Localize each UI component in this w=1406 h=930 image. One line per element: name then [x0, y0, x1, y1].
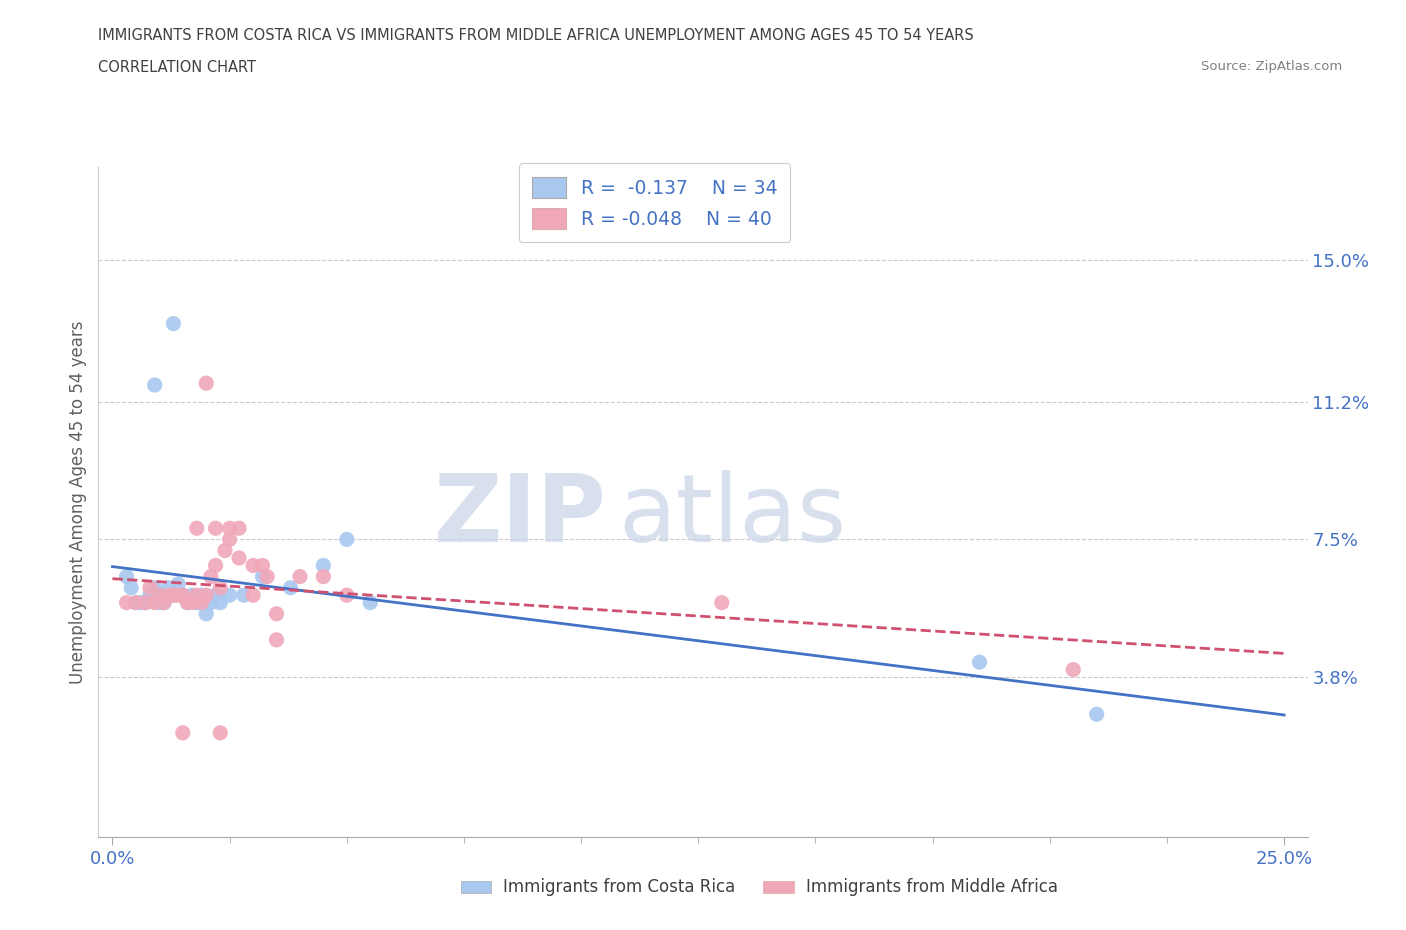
Point: [190, 595, 212, 610]
Y-axis label: Unemployment Among Ages 45 to 54 years: Unemployment Among Ages 45 to 54 years: [69, 321, 87, 684]
Point: [1085, 707, 1108, 722]
Point: [195, 588, 218, 603]
Point: [312, 558, 335, 573]
Text: IMMIGRANTS FROM COSTA RICA VS IMMIGRANTS FROM MIDDLE AFRICA UNEMPLOYMENT AMONG A: IMMIGRANTS FROM COSTA RICA VS IMMIGRANTS…: [98, 28, 974, 43]
Point: [242, 558, 264, 573]
Point: [139, 580, 162, 595]
Point: [312, 569, 335, 584]
Point: [242, 588, 264, 603]
Point: [157, 580, 180, 595]
Point: [336, 532, 359, 547]
Point: [252, 569, 274, 584]
Point: [153, 595, 176, 610]
Point: [209, 580, 232, 595]
Point: [204, 521, 226, 536]
Point: [200, 569, 222, 584]
Point: [148, 595, 170, 610]
Point: [214, 543, 236, 558]
Point: [125, 595, 148, 610]
Point: [252, 558, 274, 573]
Point: [195, 376, 218, 391]
Point: [143, 580, 166, 595]
Point: [167, 577, 190, 591]
Point: [209, 595, 232, 610]
Point: [172, 588, 194, 603]
Point: [181, 595, 204, 610]
Point: [186, 521, 208, 536]
Point: [181, 588, 204, 603]
Point: [162, 316, 184, 331]
Point: [148, 588, 170, 603]
Point: [228, 551, 250, 565]
Point: [134, 595, 156, 610]
Point: [200, 595, 222, 610]
Point: [176, 595, 198, 610]
Point: [167, 588, 190, 603]
FancyBboxPatch shape: [763, 882, 794, 893]
Point: [157, 588, 180, 603]
Point: [969, 655, 991, 670]
Point: [195, 606, 218, 621]
Point: [190, 588, 212, 603]
Point: [125, 595, 148, 610]
Point: [710, 595, 733, 610]
Point: [266, 606, 288, 621]
Point: [266, 632, 288, 647]
Point: [143, 595, 166, 610]
Text: Immigrants from Costa Rica: Immigrants from Costa Rica: [503, 878, 735, 897]
Point: [115, 569, 138, 584]
Point: [218, 532, 240, 547]
Text: Source: ZipAtlas.com: Source: ZipAtlas.com: [1202, 60, 1343, 73]
Point: [115, 595, 138, 610]
Point: [288, 569, 311, 584]
Point: [148, 588, 170, 603]
Point: [120, 580, 142, 595]
Point: [172, 588, 194, 603]
Point: [228, 521, 250, 536]
Point: [280, 580, 302, 595]
Point: [218, 521, 240, 536]
Text: atlas: atlas: [619, 470, 846, 562]
Point: [129, 595, 152, 610]
Point: [134, 595, 156, 610]
Point: [204, 558, 226, 573]
Point: [162, 588, 184, 603]
Legend: R =  -0.137    N = 34, R = -0.048    N = 40: R = -0.137 N = 34, R = -0.048 N = 40: [519, 164, 790, 243]
Point: [186, 595, 208, 610]
Point: [336, 588, 359, 603]
Point: [176, 595, 198, 610]
Text: Immigrants from Middle Africa: Immigrants from Middle Africa: [806, 878, 1057, 897]
Point: [143, 378, 166, 392]
Point: [359, 595, 381, 610]
Point: [172, 725, 194, 740]
Point: [204, 588, 226, 603]
Text: CORRELATION CHART: CORRELATION CHART: [98, 60, 256, 75]
Point: [186, 588, 208, 603]
Text: ZIP: ZIP: [433, 470, 606, 562]
Point: [209, 725, 232, 740]
Point: [218, 588, 240, 603]
Point: [139, 588, 162, 603]
Point: [232, 588, 254, 603]
FancyBboxPatch shape: [461, 882, 492, 893]
Point: [1062, 662, 1084, 677]
Point: [153, 595, 176, 610]
Point: [256, 569, 278, 584]
Point: [162, 588, 184, 603]
